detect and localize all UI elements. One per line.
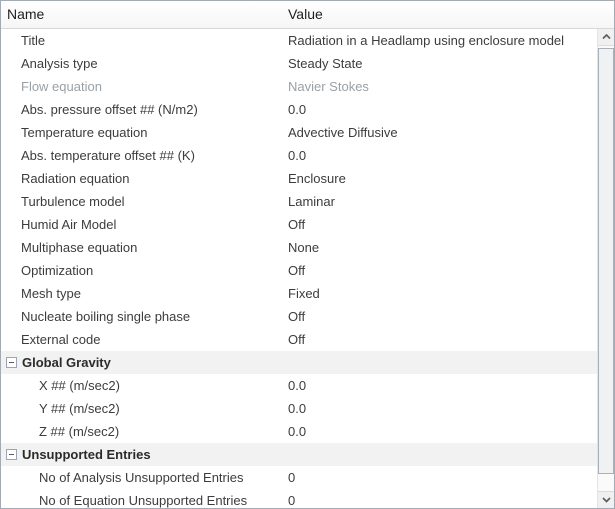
property-row[interactable]: Y ## (m/sec2) 0.0 — [1, 397, 597, 420]
property-row[interactable]: Radiation equation Enclosure — [1, 167, 597, 190]
chevron-down-icon — [601, 497, 611, 503]
property-row[interactable]: No of Analysis Unsupported Entries 0 — [1, 466, 597, 489]
property-value[interactable]: 0.0 — [288, 148, 307, 163]
property-row[interactable]: No of Equation Unsupported Entries 0 — [1, 489, 597, 508]
property-name: Z ## (m/sec2) — [39, 424, 120, 439]
property-value[interactable]: 0 — [288, 470, 296, 485]
property-name: Multiphase equation — [21, 240, 138, 255]
section-label: Unsupported Entries — [22, 447, 151, 462]
property-value[interactable]: 0.0 — [288, 102, 307, 117]
rows-container: Title Radiation in a Headlamp using enclo… — [1, 29, 597, 508]
column-header: Name Value — [1, 1, 614, 29]
property-row[interactable]: Abs. temperature offset ## (K) 0.0 — [1, 144, 597, 167]
property-value[interactable]: Steady State — [288, 56, 363, 71]
property-row[interactable]: Optimization Off — [1, 259, 597, 282]
property-row[interactable]: Abs. pressure offset ## (N/m2) 0.0 — [1, 98, 597, 121]
property-value[interactable]: Enclosure — [288, 171, 346, 186]
property-row[interactable]: External code Off — [1, 328, 597, 351]
vertical-scrollbar[interactable] — [597, 29, 614, 508]
property-name: Optimization — [21, 263, 94, 278]
property-value[interactable]: 0.0 — [288, 424, 307, 439]
property-name: X ## (m/sec2) — [39, 378, 120, 393]
property-name: Abs. pressure offset ## (N/m2) — [21, 102, 198, 117]
property-row[interactable]: Temperature equation Advective Diffusive — [1, 121, 597, 144]
property-row[interactable]: Analysis type Steady State — [1, 52, 597, 75]
collapse-minus-icon[interactable] — [6, 357, 17, 368]
section-row[interactable]: Global Gravity — [1, 351, 597, 374]
property-value[interactable]: None — [288, 240, 320, 255]
scroll-up-button[interactable] — [598, 29, 614, 46]
property-row[interactable]: Multiphase equation None — [1, 236, 597, 259]
property-name: No of Equation Unsupported Entries — [39, 493, 248, 508]
property-value[interactable]: Navier Stokes — [288, 79, 369, 94]
property-name: Humid Air Model — [21, 217, 117, 232]
property-row[interactable]: X ## (m/sec2) 0.0 — [1, 374, 597, 397]
property-row[interactable]: Title Radiation in a Headlamp using enclo… — [1, 29, 597, 52]
scrollbar-thumb[interactable] — [598, 48, 614, 474]
property-name: Radiation equation — [21, 171, 130, 186]
property-value[interactable]: 0 — [288, 493, 296, 508]
property-name: Nucleate boiling single phase — [21, 309, 191, 324]
property-name: No of Analysis Unsupported Entries — [39, 470, 244, 485]
column-header-name[interactable]: Name — [7, 6, 45, 22]
property-name: Title — [21, 33, 46, 48]
property-value[interactable]: Laminar — [288, 194, 335, 209]
property-name: Temperature equation — [21, 125, 148, 140]
scroll-down-button[interactable] — [598, 491, 614, 508]
property-value[interactable]: Off — [288, 217, 306, 232]
collapse-minus-icon[interactable] — [6, 449, 17, 460]
property-value[interactable]: Fixed — [288, 286, 320, 301]
section-label: Global Gravity — [22, 355, 111, 370]
property-value[interactable]: 0.0 — [288, 378, 307, 393]
property-value[interactable]: Off — [288, 263, 306, 278]
property-row[interactable]: Turbulence model Laminar — [1, 190, 597, 213]
property-value[interactable]: Off — [288, 332, 306, 347]
property-name: Analysis type — [21, 56, 98, 71]
property-row[interactable]: Humid Air Model Off — [1, 213, 597, 236]
column-header-value[interactable]: Value — [288, 6, 323, 22]
property-name: Flow equation — [21, 79, 102, 94]
property-value[interactable]: 0.0 — [288, 401, 307, 416]
property-value[interactable]: Radiation in a Headlamp using enclosure … — [288, 33, 565, 48]
property-name: Mesh type — [21, 286, 81, 301]
property-value[interactable]: Advective Diffusive — [288, 125, 398, 140]
property-name: Turbulence model — [21, 194, 125, 209]
property-row[interactable]: Mesh type Fixed — [1, 282, 597, 305]
property-name: Y ## (m/sec2) — [39, 401, 120, 416]
chevron-up-icon — [601, 34, 611, 40]
property-value[interactable]: Off — [288, 309, 306, 324]
property-name: External code — [21, 332, 101, 347]
property-row[interactable]: Nucleate boiling single phase Off — [1, 305, 597, 328]
property-row[interactable]: Z ## (m/sec2) 0.0 — [1, 420, 597, 443]
section-row[interactable]: Unsupported Entries — [1, 443, 597, 466]
property-name: Abs. temperature offset ## (K) — [21, 148, 195, 163]
property-row[interactable]: Flow equation Navier Stokes — [1, 75, 597, 98]
